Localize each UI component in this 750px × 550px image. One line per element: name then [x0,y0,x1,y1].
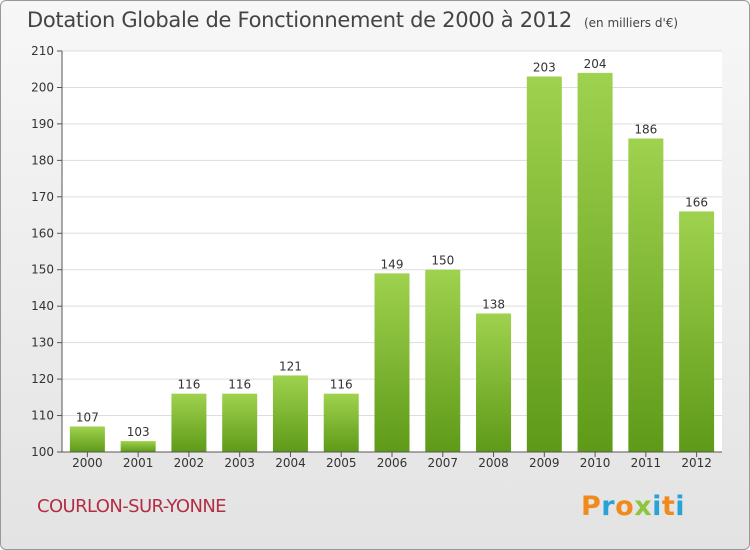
logo-letter: r [601,491,616,522]
bar [323,393,359,452]
logo-letter: i [675,491,686,522]
bar [272,375,308,452]
x-tick-label: 2002 [174,456,205,470]
y-tick-label: 180 [31,153,54,167]
x-tick-label: 2009 [529,456,560,470]
bar [476,313,512,452]
data-label: 186 [634,122,657,136]
bar [679,211,715,452]
bar [120,441,156,452]
y-tick-label: 130 [31,336,54,350]
y-tick-label: 120 [31,372,54,386]
data-label: 138 [482,297,505,311]
y-tick-label: 210 [31,44,54,58]
data-label: 203 [533,61,556,75]
data-label: 116 [228,378,251,392]
data-label: 166 [685,195,708,209]
x-tick-label: 2003 [224,456,255,470]
logo-letter: x [634,491,653,522]
bar [69,426,105,452]
bar [425,269,461,452]
data-label: 121 [279,359,302,373]
logo-letter: o [615,491,635,522]
logo-letter: i [652,491,662,522]
data-label: 149 [381,257,404,271]
x-tick-label: 2006 [377,456,408,470]
bar [577,72,613,452]
y-tick-label: 100 [31,445,54,459]
x-tick-label: 2000 [72,456,103,470]
bar [374,273,410,452]
data-label: 150 [431,254,454,268]
data-label: 116 [330,378,353,392]
y-tick-label: 170 [31,190,54,204]
y-tick-label: 110 [31,409,54,423]
data-label: 116 [177,378,200,392]
x-tick-label: 2007 [427,456,458,470]
x-tick-label: 2012 [681,456,712,470]
bar [171,393,207,452]
chart-unit: (en milliers d'€) [583,16,679,30]
bar [628,138,664,452]
y-tick-label: 200 [31,80,54,94]
x-tick-label: 2011 [631,456,662,470]
y-tick-label: 160 [31,226,54,240]
x-tick-label: 2008 [478,456,509,470]
y-tick-label: 140 [31,299,54,313]
logo-letter: P [581,491,602,522]
bar [526,76,562,452]
chart-title: Dotation Globale de Fonctionnement de 20… [27,8,678,32]
bar [222,393,258,452]
data-label: 204 [584,57,607,71]
proxiti-logo: Proxiti [581,491,685,522]
logo-letter: t [661,491,676,522]
x-tick-label: 2004 [275,456,306,470]
x-tick-label: 2005 [326,456,357,470]
data-label: 103 [127,425,150,439]
data-label: 107 [76,410,99,424]
y-tick-label: 150 [31,263,54,277]
y-tick-label: 190 [31,117,54,131]
x-tick-label: 2010 [580,456,611,470]
x-tick-label: 2001 [123,456,154,470]
commune-name: COURLON-SUR-YONNE [37,496,227,517]
chart-title-text: Dotation Globale de Fonctionnement de 20… [27,8,572,32]
